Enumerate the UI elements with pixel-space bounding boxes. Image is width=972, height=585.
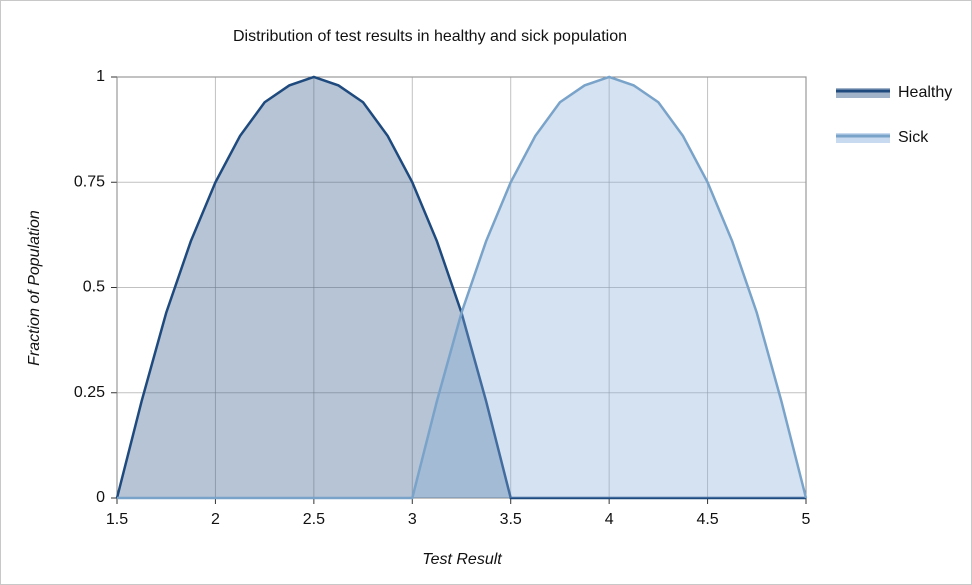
area-fill — [117, 77, 806, 498]
y-tick-label: 0.75 — [74, 173, 105, 190]
x-tick-label: 3.5 — [500, 511, 522, 528]
legend-swatch — [836, 133, 890, 143]
x-tick-label: 4.5 — [696, 511, 718, 528]
y-tick-label: 1 — [96, 68, 105, 85]
legend-label: Sick — [898, 129, 929, 146]
x-tick-label: 4 — [605, 511, 614, 528]
y-tick-label: 0.25 — [74, 384, 105, 401]
y-tick-label: 0.5 — [83, 279, 105, 296]
legend-swatch — [836, 88, 890, 98]
area-fill — [117, 77, 806, 498]
x-tick-label: 5 — [802, 511, 811, 528]
y-tick-label: 0 — [96, 489, 105, 506]
x-tick-label: 2.5 — [303, 511, 325, 528]
x-tick-label: 1.5 — [106, 511, 128, 528]
x-tick-label: 2 — [211, 511, 220, 528]
series-line — [117, 75, 808, 500]
x-tick-label: 3 — [408, 511, 417, 528]
x-axis-label: Test Result — [422, 551, 502, 568]
chart-title: Distribution of test results in healthy … — [233, 28, 627, 45]
y-axis-label: Fraction of Population — [26, 210, 43, 366]
legend-label: Healthy — [898, 84, 952, 101]
